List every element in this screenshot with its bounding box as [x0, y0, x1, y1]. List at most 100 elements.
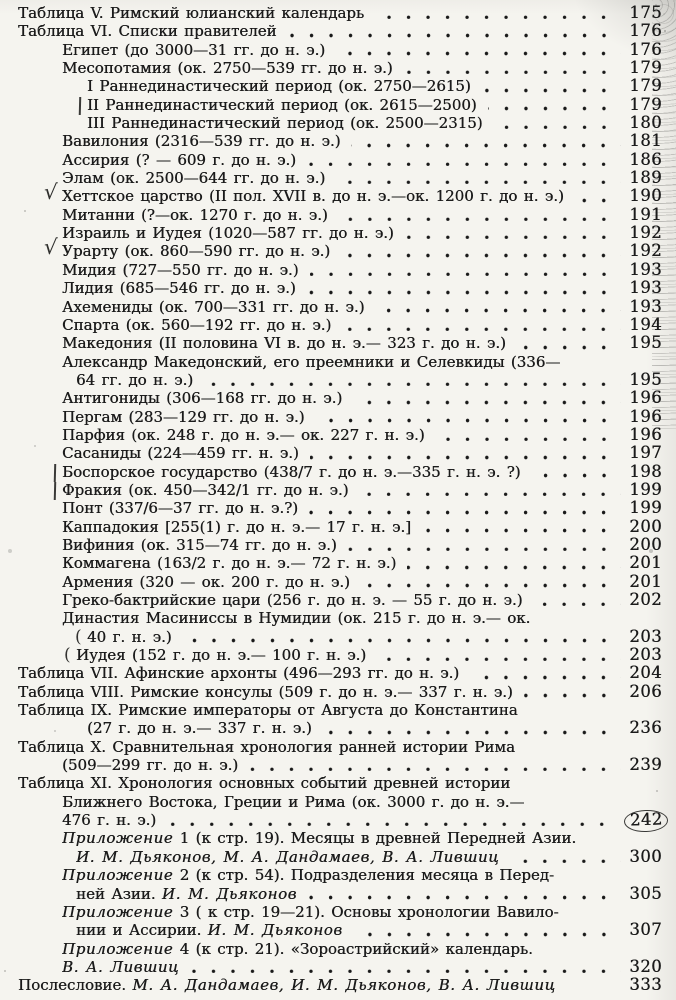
pencil-bar-mark — [53, 463, 57, 482]
toc-entry-text: Хеттское царство (II пол. XVII в. до н. … — [62, 187, 564, 206]
toc-entry-text: Понт (337/6—37 гг. до н. э.?) — [62, 499, 298, 518]
toc-entry-text: Египет (до 3000—31 гг. до н. э.) — [62, 40, 326, 59]
toc-row: Сасаниды (224—459 гг. н. э.) 197 — [0, 443, 676, 463]
toc-entry-text: Таблица V. Римский юлианский календарь — [18, 4, 365, 22]
page-number: 242 — [623, 809, 669, 833]
toc-entry-text: Вифиния (ок. 315—74 гг. до н. э.) — [62, 535, 337, 554]
toc-row: Македония (II половина VI в. до н. э.— 3… — [0, 333, 676, 353]
toc-entry-text: Коммагена (163/2 г. до н. э.— 72 г. н. э… — [62, 554, 397, 573]
toc-row: Греко-бактрийские цари (256 г. до н. э. … — [0, 590, 676, 609]
page-number: 196 — [629, 388, 662, 408]
dot-leader — [481, 88, 621, 93]
toc-entry-text: Урарту (ок. 860—590 гг. до н. э.) — [62, 242, 331, 261]
toc-entry-text: Лидия (685—546 гг. до н. э.) — [62, 279, 296, 298]
page-number: 192 — [629, 223, 662, 243]
dot-leader — [341, 253, 621, 258]
page-number: 206 — [629, 681, 662, 701]
dot-leader — [347, 546, 621, 552]
dot-leader — [190, 968, 621, 974]
toc-row: 64 гг. до н. э.) 195 — [0, 369, 676, 389]
page-number: 181 — [629, 131, 662, 151]
toc-row: Понт (337/6—37 гг. до н. э.?) 199 — [0, 498, 676, 518]
toc-entry-text: Антигониды (306—168 гг. до н. э.) — [62, 389, 343, 408]
toc-row: Таблица XI. Хронология основных событий … — [0, 774, 676, 792]
toc-entry-text: Элам (ок. 2500—644 гг. до н. э.) — [62, 169, 326, 188]
toc-row: (27 г. до н. э.— 337 г. н. э.) 236 — [0, 719, 676, 738]
toc-row: Приложение 2 (к стр. 54). Подразделения … — [0, 866, 676, 884]
page-number: 193 — [629, 259, 662, 279]
toc-entry-text: 40 г. н. э.) — [87, 627, 172, 646]
toc-entry-text: Мидия (727—550 гг. до н. э.) — [62, 260, 299, 279]
toc-entry-text: I Раннединастический период (ок. 2750—26… — [87, 77, 471, 96]
page-number: 305 — [629, 883, 662, 903]
page-number: 191 — [629, 204, 662, 224]
toc-row: Мидия (727—550 гг. до н. э.) 193 — [0, 259, 676, 279]
toc-entry-text: Каппадокия [255(1) г. до н. э.— 17 г. н.… — [62, 517, 411, 536]
toc-row: Фракия (ок. 450—342/1 гг. до н. э.) 199 — [0, 480, 676, 500]
toc-entry-text: Сасаниды (224—459 гг. н. э.) — [62, 444, 299, 463]
toc-row: Элам (ок. 2500—644 гг. до н. э.) 189 — [0, 168, 676, 188]
dot-leader — [322, 730, 621, 735]
toc-entry-text: II Раннединастический период (ок. 2615—2… — [87, 95, 477, 114]
dot-leader — [493, 124, 621, 130]
toc-row: Вифиния (ок. 315—74 гг. до н. э.) 200 — [0, 535, 676, 554]
dot-leader — [435, 436, 621, 442]
toc-entry-text: Приложение 3 ( к стр. 19—21). Основы хро… — [62, 902, 559, 921]
dot-leader — [309, 455, 621, 460]
toc-entry-text: Митанни (?—ок. 1270 г. до н. э.) — [62, 205, 328, 224]
dot-leader — [404, 234, 621, 240]
page-number: 179 — [629, 94, 662, 114]
toc-entry-text: Ассирия (? — 609 г. до н. э.) — [62, 150, 297, 169]
dot-leader — [407, 565, 621, 570]
toc-row: Приложение 3 ( к стр. 19—21). Основы хро… — [0, 903, 676, 921]
page-number: 196 — [629, 406, 662, 426]
toc-entry-text: Македония (II половина VI в. до н. э.— 3… — [62, 334, 506, 353]
toc-entry-text: ней Азии. И. М. Дьяконов — [76, 884, 297, 903]
dot-leader — [487, 106, 621, 112]
scan-specks — [664, 30, 666, 32]
page-number: 320 — [629, 956, 662, 976]
page-number: 192 — [629, 241, 662, 261]
toc-entry-text: Приложение 1 (к стр. 19). Месяцы в древн… — [62, 829, 577, 848]
dot-leader — [309, 510, 621, 515]
dot-leader — [353, 931, 621, 937]
page-number: 190 — [629, 186, 662, 206]
dot-leader — [249, 766, 621, 772]
page-number: 176 — [629, 39, 662, 59]
toc-row: ней Азии. И. М. Дьяконов 305 — [0, 883, 676, 903]
toc-entry-text: 64 гг. до н. э.) — [76, 370, 194, 389]
pencil-checkmark-icon: √ — [43, 235, 59, 260]
dot-leader — [567, 987, 621, 992]
page-number: 195 — [629, 333, 662, 353]
page-number: 199 — [629, 498, 662, 518]
dot-leader — [510, 858, 621, 864]
dot-leader — [307, 895, 621, 900]
pencil-bar-mark — [53, 481, 57, 500]
toc-entry-text: Династия Масиниссы в Нумидии (ок. 215 г.… — [62, 609, 531, 628]
page-number: 193 — [629, 278, 662, 298]
dot-leader — [470, 675, 621, 680]
page-number: 193 — [629, 296, 662, 316]
toc-entry-text: Таблица VII. Афинские архонты (496—293 г… — [18, 664, 460, 683]
toc-entry-text: Месопотамия (ок. 2750—539 гг. до н. э.) — [62, 59, 393, 78]
toc-row: Спарта (ок. 560—192 гг. до н. э.) 194 — [0, 315, 676, 334]
dot-leader — [516, 344, 621, 350]
toc-row: III Раннединастический период (ок. 2500—… — [0, 113, 676, 132]
page-number: 200 — [629, 516, 662, 536]
dot-leader — [287, 33, 621, 38]
toc-row: II Раннединастический период (ок. 2615—2… — [0, 94, 676, 115]
toc-row: И. М. Дьяконов, М. А. Дандамаев, В. А. Л… — [0, 847, 676, 866]
toc-row: нии и Ассирии. И. М. Дьяконов 307 — [0, 920, 676, 939]
page-number: 195 — [629, 369, 662, 389]
toc-entry-text: 476 г. н. э.) — [62, 811, 157, 830]
toc-row: Династия Масиниссы в Нумидии (ок. 215 г.… — [0, 609, 676, 627]
toc-entry-text: В. А. Лившиц — [62, 957, 180, 976]
page-number: 198 — [629, 461, 662, 481]
dot-leader — [336, 179, 621, 185]
page-number: 201 — [629, 571, 662, 591]
toc-entry-text: Таблица IX. Римские императоры от Август… — [18, 701, 518, 720]
toc-entry-text: Таблица VIII. Римские консулы (509 г. до… — [18, 682, 513, 701]
page-number: 196 — [629, 424, 662, 444]
toc-row: В. А. Лившиц 320 — [0, 956, 676, 976]
